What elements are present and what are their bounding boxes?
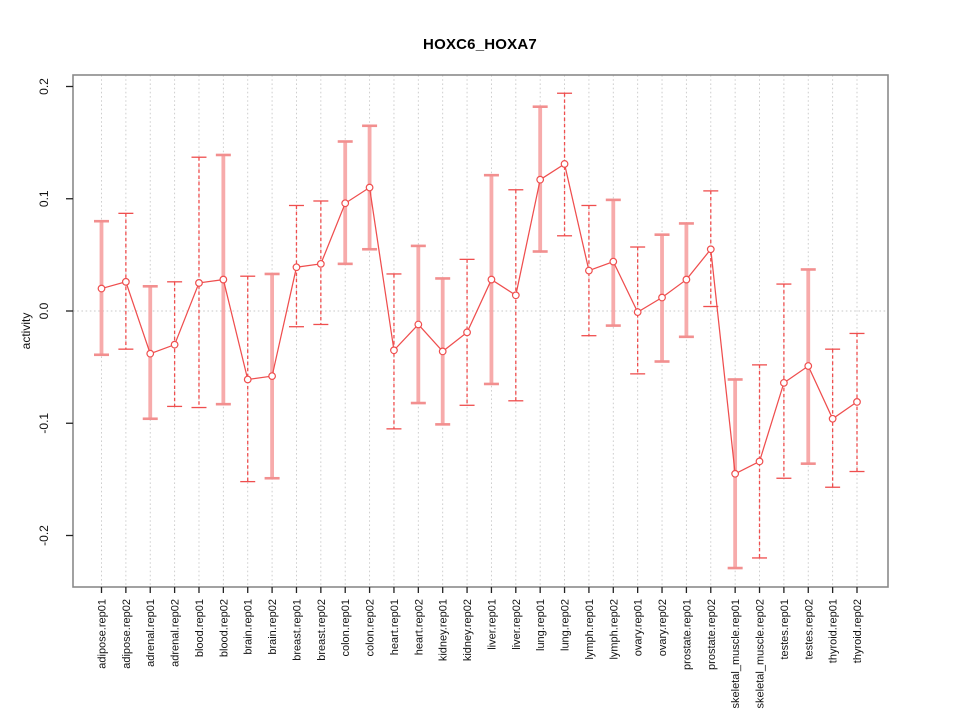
data-point-colon.rep01 <box>341 199 350 208</box>
data-point-adrenal.rep01 <box>146 349 155 358</box>
x-tick-label: colon.rep02 <box>365 599 377 657</box>
data-point-liver.rep01 <box>487 275 496 284</box>
y-axis-title: activity <box>19 313 33 350</box>
data-point-testes.rep01 <box>779 378 788 387</box>
x-tick-label: blood.rep02 <box>218 599 230 657</box>
x-tick-label: testes.rep01 <box>779 599 791 660</box>
data-point-kidney.rep02 <box>463 328 471 337</box>
x-tick-label: ovary.rep02 <box>657 599 669 656</box>
x-tick-label: adrenal.rep01 <box>145 599 157 667</box>
data-point-breast.rep01 <box>292 263 301 272</box>
y-tick-label: 0.0 <box>37 302 51 319</box>
x-tick-label: lung.rep02 <box>560 599 572 651</box>
x-tick-label: thyroid.rep02 <box>852 599 864 663</box>
x-tick-label: lymph.rep02 <box>608 599 620 660</box>
x-tick-label: lung.rep01 <box>535 599 547 651</box>
plot-box <box>72 74 889 588</box>
x-tick-label: breast.rep01 <box>291 599 303 661</box>
data-point-adipose.rep01 <box>97 284 106 293</box>
x-tick-label: kidney.rep01 <box>438 599 450 661</box>
data-point-testes.rep02 <box>804 362 813 370</box>
x-tick-label: kidney.rep02 <box>462 599 474 661</box>
data-point-breast.rep02 <box>316 259 325 268</box>
y-tick-label: -0.2 <box>37 525 51 546</box>
data-point-prostate.rep01 <box>682 275 691 284</box>
y-tick-label: 0.1 <box>37 190 51 207</box>
x-tick-label: heart.rep02 <box>413 599 425 655</box>
x-tick-label: ovary.rep01 <box>633 599 645 656</box>
data-point-skeletal_muscle.rep02 <box>755 457 764 466</box>
series-line <box>101 162 858 475</box>
x-tick-label: lymph.rep01 <box>584 599 596 660</box>
x-tick-label: liver.rep01 <box>486 599 498 650</box>
x-tick-label: prostate.rep02 <box>706 599 718 670</box>
data-point-adrenal.rep02 <box>170 340 179 349</box>
x-tick-label: prostate.rep01 <box>681 599 693 670</box>
data-point-brain.rep01 <box>243 375 252 384</box>
data-point-heart.rep01 <box>390 346 398 355</box>
data-point-colon.rep02 <box>365 183 374 192</box>
x-tick-label: skeletal_muscle.rep02 <box>755 599 767 708</box>
data-point-ovary.rep02 <box>658 293 666 302</box>
data-point-thyroid.rep02 <box>853 398 861 406</box>
x-tick-label: skeletal_muscle.rep01 <box>730 599 742 708</box>
x-tick-label: heart.rep01 <box>389 599 401 655</box>
x-tick-label: breast.rep02 <box>316 599 328 661</box>
x-tick-label: adipose.rep02 <box>121 599 133 669</box>
data-point-ovary.rep01 <box>633 308 642 317</box>
data-point-blood.rep01 <box>195 279 203 287</box>
x-tick-label: brain.rep01 <box>243 599 255 655</box>
data-point-lung.rep02 <box>560 160 569 168</box>
x-tick-label: thyroid.rep01 <box>828 599 840 663</box>
x-tick-label: adrenal.rep02 <box>170 599 182 667</box>
data-point-lymph.rep01 <box>585 266 593 275</box>
x-tick-label: blood.rep01 <box>194 599 206 657</box>
x-tick-label: adipose.rep01 <box>97 599 109 669</box>
data-point-heart.rep02 <box>414 320 423 329</box>
data-point-lung.rep01 <box>536 175 545 184</box>
data-point-adipose.rep02 <box>121 277 130 286</box>
data-point-kidney.rep01 <box>438 347 447 356</box>
data-point-thyroid.rep01 <box>828 414 837 423</box>
data-point-prostate.rep02 <box>706 245 715 254</box>
x-tick-label: brain.rep02 <box>267 599 279 655</box>
data-point-lymph.rep02 <box>609 257 618 266</box>
y-tick-label: -0.1 <box>37 413 51 434</box>
x-tick-label: liver.rep02 <box>511 599 523 650</box>
data-point-blood.rep02 <box>219 275 228 284</box>
data-point-brain.rep02 <box>268 372 276 381</box>
chart-title: HOXC6_HOXA7 <box>423 36 537 53</box>
x-tick-label: testes.rep02 <box>803 599 815 660</box>
data-point-liver.rep02 <box>511 291 520 300</box>
data-point-skeletal_muscle.rep01 <box>731 469 740 478</box>
y-tick-label: 0.2 <box>37 78 51 95</box>
x-tick-label: colon.rep01 <box>340 599 352 657</box>
